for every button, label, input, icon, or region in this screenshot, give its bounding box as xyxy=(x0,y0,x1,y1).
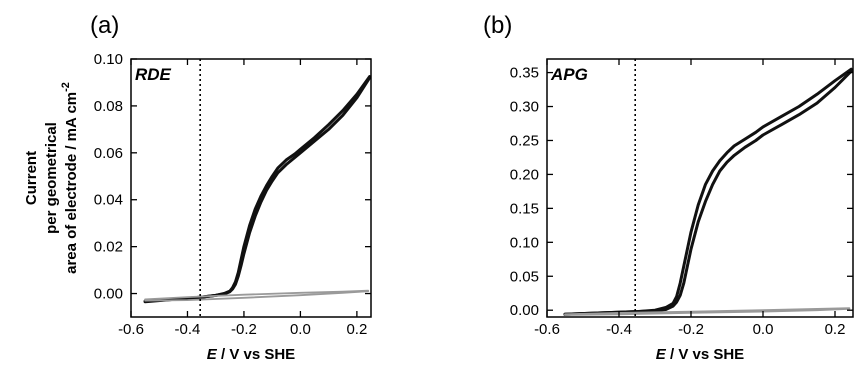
panel-a-x-tick-label: -0.4 xyxy=(175,321,201,338)
panel-a-series-1-backward-line xyxy=(143,76,371,303)
panel-b-series-2-backward-line xyxy=(564,307,851,316)
panel-b-inset-title: APG xyxy=(550,65,588,84)
panel-b-y-tick-label: 0.25 xyxy=(510,132,539,149)
panel-b-plot-frame xyxy=(546,58,854,318)
panel-a-y-tick-label: 0.04 xyxy=(94,192,123,209)
panel-b-label: (b) xyxy=(483,12,512,39)
panel-b-y-tick-label: 0.00 xyxy=(510,302,539,319)
y-axis-label-line-2: per geometrical xyxy=(43,122,60,234)
panel-a-x-tick-label: -0.6 xyxy=(118,321,144,338)
panel-a-x-tick-label: -0.2 xyxy=(231,321,257,338)
panel-b-x-tick-label: -0.4 xyxy=(606,321,632,338)
panel-a-series-2-backward-line xyxy=(144,290,370,302)
panel-b-x-tick-label: 0.0 xyxy=(753,321,774,338)
y-axis-label-main: area of electrode / mA cm xyxy=(63,92,80,274)
panel-b-x-axis-label-unit: / V vs SHE xyxy=(666,346,744,362)
panel-a-x-axis-label-symbol: E xyxy=(207,346,218,362)
panel-b-y-tick-label: 0.30 xyxy=(510,99,539,116)
panel-a-series-2-forward-line xyxy=(144,289,370,301)
panel-a-label: (a) xyxy=(90,12,119,39)
panel-a-inset-title: RDE xyxy=(135,65,172,84)
panel-a-x-tick-label: 0.0 xyxy=(290,321,311,338)
panel-b-y-tick-label: 0.35 xyxy=(510,65,539,82)
panel-b-x-tick-label: -0.2 xyxy=(678,321,704,338)
panel-a-y-tick-label: 0.00 xyxy=(94,286,123,303)
panel-a-y-tick-label: 0.08 xyxy=(94,98,123,115)
panel-a-series-1-forward-line xyxy=(143,75,371,304)
panel-b-y-tick-label: 0.10 xyxy=(510,234,539,251)
panel-a-y-tick-label: 0.10 xyxy=(94,51,123,68)
panel-b-y-tick-label: 0.15 xyxy=(510,200,539,217)
panel-b-x-tick-label: -0.6 xyxy=(534,321,560,338)
panel-b-series-1-backward-line xyxy=(563,69,853,316)
panel-b-x-axis-label: E / V vs SHE xyxy=(656,346,744,362)
panel-a-group: -0.6 -0.4 -0.2 0.0 0.2 0.00 0.02 0.04 0.06 0.08 0.… xyxy=(90,12,372,363)
panel-a-y-tick-label: 0.02 xyxy=(94,239,123,256)
y-axis-label-line-3: area of electrode / mA cm-2 xyxy=(60,82,80,274)
panel-a-x-axis-label: E / V vs SHE xyxy=(207,346,295,362)
panel-b-series-2-forward-line xyxy=(564,307,851,316)
panel-a-plot-frame xyxy=(130,58,372,318)
panel-b-x-axis-label-symbol: E xyxy=(656,346,667,362)
y-axis-label-superscript: -2 xyxy=(60,82,72,92)
panel-a-x-axis-label-unit: / V vs SHE xyxy=(217,346,295,362)
panel-a-x-tick-label: 0.2 xyxy=(346,321,367,338)
panel-b-group: -0.6 -0.4 -0.2 0.0 0.2 0.00 0.05 0.10 0.15 0.20 0.… xyxy=(483,12,854,363)
panel-a-y-tick-label: 0.06 xyxy=(94,145,123,162)
y-axis-label: Current per geometrical area of electrod… xyxy=(23,82,80,274)
y-axis-label-line-1: Current xyxy=(23,151,40,205)
panel-b-x-tick-label: 0.2 xyxy=(825,321,846,338)
panel-b-series-1-forward-line xyxy=(563,67,853,316)
panel-b-y-tick-label: 0.05 xyxy=(510,268,539,285)
panel-b-y-tick-label: 0.20 xyxy=(510,166,539,183)
